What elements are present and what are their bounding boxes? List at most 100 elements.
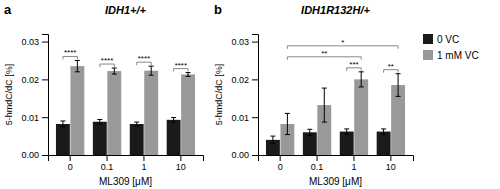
error-bar [322, 88, 327, 122]
y-tick-label: 0.03 [231, 37, 249, 47]
legend-label: 0 VC [437, 34, 459, 45]
y-axis-title: 5-hmdC/dC [%] [4, 64, 14, 126]
y-tick-mark [42, 155, 48, 156]
x-tick: 0.1 [101, 155, 114, 172]
error-bar-line [60, 121, 65, 127]
x-axis: 0 0.1 1 10 [49, 155, 204, 172]
x-tick-mark [280, 155, 281, 161]
panel-label: b [214, 2, 222, 17]
x-tick: 0.1 [311, 155, 324, 172]
y-tick-mark [252, 117, 258, 118]
panel-label: a [4, 2, 12, 17]
y-tick: 0.00 [21, 150, 48, 160]
y-tick: 0.03 [231, 37, 258, 47]
error-bar-line [307, 129, 312, 135]
x-tick-label: 10 [386, 162, 396, 172]
y-tick-mark [252, 79, 258, 80]
x-axis: 00.1110 [259, 155, 414, 172]
x-tick-mark [390, 155, 391, 161]
x-tick: 0 [68, 155, 73, 172]
y-tick-label: 0.01 [21, 113, 39, 123]
y-tick-label: 0.03 [21, 37, 39, 47]
y-tick-mark [42, 79, 48, 80]
y-axis: 0.000.010.020.03 [231, 35, 258, 161]
error-bar-line [381, 129, 386, 134]
significance-label: **** [138, 54, 150, 63]
error-bar [344, 129, 349, 134]
error-bar [359, 72, 364, 87]
bar [144, 71, 158, 155]
bars [56, 60, 195, 155]
y-tick-mark [252, 155, 258, 156]
error-bar-line [285, 113, 290, 134]
error-bar-line [359, 72, 364, 87]
error-bar [396, 74, 401, 97]
legend-label: 1 mM VC [437, 50, 479, 61]
y-tick-mark [42, 117, 48, 118]
x-axis-title: ML309 [μM] [99, 176, 152, 187]
legend: 0 VC 1 mM VC [423, 34, 479, 61]
error-bar [134, 122, 139, 126]
legend-swatch [423, 34, 433, 44]
legend-swatch [423, 50, 433, 60]
bar [377, 132, 391, 155]
y-tick: 0.01 [231, 113, 258, 123]
x-tick-mark [143, 155, 144, 161]
y-tick-mark [42, 42, 48, 43]
error-bar-line [186, 73, 191, 77]
x-tick-mark [353, 155, 354, 161]
significance-label: ** [388, 62, 394, 71]
error-bar [75, 60, 80, 71]
error-bar [381, 129, 386, 134]
x-tick-label: 0 [68, 162, 73, 172]
significance-label: *** [349, 60, 358, 69]
significance-label: **** [175, 61, 187, 70]
bar [167, 120, 181, 155]
panel: 0.000.010.020.0300.1110**************** [21, 35, 203, 173]
legend-item: 0 VC [423, 34, 459, 45]
x-tick-mark [107, 155, 108, 161]
x-tick-mark [180, 155, 181, 161]
y-tick: 0.03 [21, 37, 48, 47]
annotations: ******** [287, 38, 398, 73]
error-bar-line [149, 66, 154, 75]
y-tick: 0.02 [21, 75, 48, 85]
bars [266, 72, 405, 155]
error-bar-line [322, 88, 327, 122]
error-bar [270, 136, 275, 144]
x-axis-line [259, 156, 414, 162]
significance-label: * [341, 38, 344, 47]
x-tick: 1 [141, 155, 146, 172]
x-tick: 10 [176, 155, 186, 172]
error-bar-line [344, 129, 349, 134]
bar [130, 124, 144, 155]
x-tick-label: 0.1 [311, 162, 324, 172]
error-bar-line [75, 60, 80, 71]
figure: 0.000.010.020.0300.1110****************I… [0, 0, 500, 189]
error-bar [112, 68, 117, 74]
x-tick: 1 [351, 155, 356, 172]
error-bar [307, 129, 312, 135]
bar [70, 66, 84, 155]
error-bar [285, 113, 290, 134]
error-bar [171, 118, 176, 123]
y-tick-mark [252, 42, 258, 43]
y-axis-line [42, 35, 49, 156]
error-bar [186, 73, 191, 77]
significance-label: **** [64, 48, 76, 57]
y-tick-label: 0.01 [231, 113, 249, 123]
y-tick-label: 0.02 [231, 75, 249, 85]
x-tick-label: 10 [176, 162, 186, 172]
error-bar [149, 66, 154, 75]
error-bar-line [97, 119, 102, 124]
bar [181, 74, 195, 155]
bar [340, 132, 354, 155]
bar [56, 124, 70, 155]
title: IDH1R132H/+ [301, 4, 370, 16]
x-tick-label: 1 [351, 162, 356, 172]
error-bar-line [270, 136, 275, 144]
x-axis-title: ML309 [μM] [309, 176, 362, 187]
error-bar-line [396, 74, 401, 97]
x-tick: 10 [386, 155, 396, 172]
y-tick-label: 0.02 [21, 75, 39, 85]
